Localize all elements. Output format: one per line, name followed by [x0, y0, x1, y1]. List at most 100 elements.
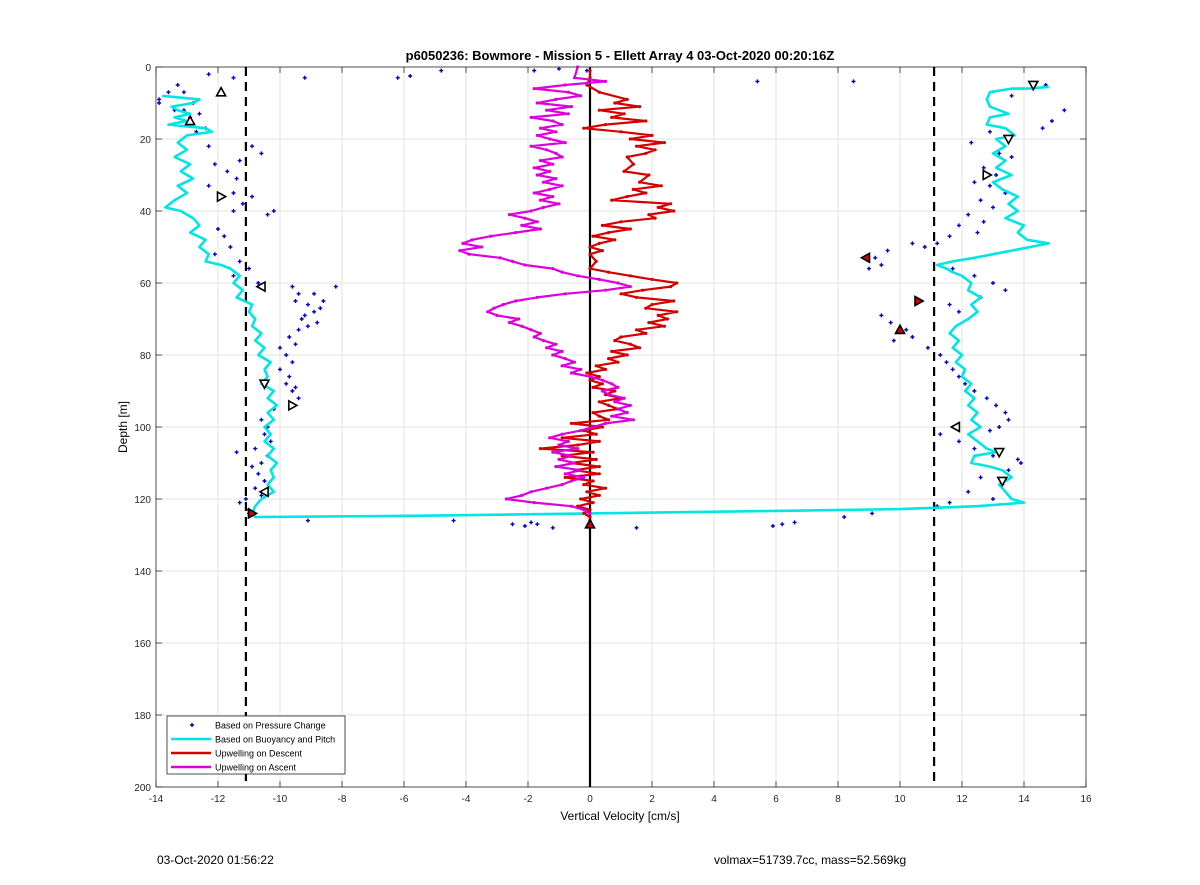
- data-point: [569, 421, 574, 425]
- data-point: [659, 184, 663, 188]
- data-point: [650, 133, 654, 137]
- data-point: [938, 353, 943, 357]
- data-point: [262, 479, 267, 483]
- triangle-marker: [949, 421, 961, 433]
- data-point: [579, 468, 583, 472]
- data-point: [451, 518, 456, 523]
- data-point: [290, 360, 295, 365]
- data-point: [634, 328, 639, 332]
- data-point: [569, 371, 574, 375]
- data-point: [870, 511, 875, 516]
- data-point: [603, 288, 608, 292]
- data-point: [290, 389, 295, 393]
- data-point: [879, 263, 884, 267]
- data-point: [305, 324, 310, 329]
- data-point: [572, 461, 577, 465]
- footer-volmax-mass: volmax=51739.7cc, mass=52.569kg: [714, 853, 907, 867]
- data-point: [579, 94, 583, 98]
- data-point: [458, 249, 462, 253]
- data-point: [293, 342, 298, 347]
- x-tick-label: -6: [400, 794, 409, 805]
- data-point: [560, 123, 564, 127]
- data-point: [603, 79, 608, 83]
- x-tick-label: 8: [835, 794, 841, 805]
- data-point: [669, 285, 673, 289]
- data-point: [237, 259, 242, 264]
- data-point: [780, 522, 785, 527]
- data-point: [613, 389, 617, 393]
- data-point: [514, 231, 518, 235]
- data-point: [994, 173, 999, 177]
- data-point: [551, 162, 555, 166]
- data-point: [293, 385, 298, 390]
- data-point: [619, 130, 623, 134]
- data-point: [972, 389, 977, 393]
- data-point: [650, 277, 654, 281]
- triangle-marker: [1002, 134, 1015, 146]
- data-point: [597, 277, 601, 281]
- data-point: [566, 439, 570, 443]
- data-point: [972, 446, 977, 451]
- data-point: [963, 381, 968, 386]
- data-point: [616, 281, 620, 285]
- data-point: [607, 418, 611, 422]
- data-point: [1015, 457, 1020, 462]
- data-point: [597, 108, 601, 112]
- data-point: [212, 252, 217, 257]
- data-point: [231, 191, 236, 195]
- data-point: [997, 425, 1002, 429]
- data-point: [910, 241, 915, 246]
- data-point: [647, 173, 651, 177]
- data-point: [607, 393, 611, 397]
- x-tick-label: -4: [462, 794, 471, 805]
- data-point: [234, 176, 239, 181]
- legend-swatch: [190, 723, 194, 727]
- data-point: [557, 457, 561, 461]
- data-point: [588, 375, 592, 379]
- data-point: [262, 432, 267, 437]
- data-point: [597, 400, 601, 404]
- data-point: [250, 144, 255, 149]
- data-point: [628, 274, 632, 278]
- data-point: [987, 183, 992, 188]
- triangle-marker: [216, 190, 228, 203]
- data-point: [842, 515, 847, 519]
- data-point: [296, 396, 301, 401]
- data-point: [532, 68, 537, 73]
- data-point: [947, 500, 952, 505]
- data-point: [610, 414, 614, 418]
- data-point: [597, 375, 601, 379]
- data-point: [591, 479, 595, 483]
- data-point: [584, 68, 589, 73]
- data-point: [259, 461, 264, 465]
- data-point: [628, 227, 632, 231]
- data-point: [950, 367, 955, 372]
- data-point: [607, 231, 611, 235]
- data-point: [770, 524, 775, 528]
- data-point: [253, 486, 258, 491]
- data-point: [910, 335, 915, 339]
- data-point: [535, 101, 539, 105]
- data-point: [287, 374, 292, 379]
- data-point: [600, 425, 605, 429]
- data-point: [638, 180, 642, 184]
- x-axis-label: Vertical Velocity [cm/s]: [560, 809, 679, 823]
- data-point: [523, 263, 527, 267]
- data-point: [554, 151, 558, 155]
- data-point: [987, 129, 992, 134]
- triangle-marker: [215, 86, 227, 97]
- data-point: [600, 223, 605, 227]
- data-point: [628, 403, 632, 407]
- data-point: [625, 155, 629, 159]
- y-tick-label: 40: [140, 207, 152, 218]
- data-point: [873, 255, 878, 260]
- data-point: [554, 130, 558, 134]
- data-point: [557, 202, 561, 206]
- data-point: [157, 101, 162, 105]
- data-point: [510, 522, 515, 527]
- data-point: [594, 364, 598, 368]
- data-point: [312, 309, 317, 314]
- plot-area: -14 -12 -10 -8 -6 -4 -2 0 2 4 6 8 10 12 14 160204060801…: [134, 63, 1092, 805]
- y-tick-label: 180: [134, 711, 151, 722]
- data-point: [240, 201, 245, 206]
